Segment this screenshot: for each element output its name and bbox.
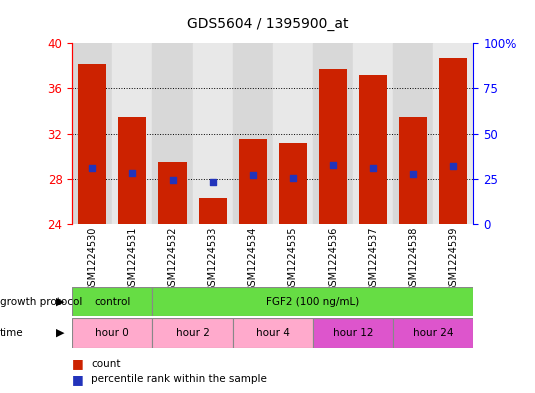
- Text: percentile rank within the sample: percentile rank within the sample: [91, 374, 267, 384]
- Point: [369, 164, 378, 171]
- Bar: [359, 75, 387, 224]
- Bar: [78, 64, 106, 224]
- Text: hour 12: hour 12: [333, 328, 373, 338]
- Point: [209, 179, 217, 185]
- Text: ■: ■: [72, 373, 84, 386]
- Bar: [313, 318, 393, 348]
- Point: [88, 164, 97, 171]
- Bar: [152, 43, 193, 224]
- Text: count: count: [91, 358, 120, 369]
- Text: time: time: [0, 328, 24, 338]
- Text: hour 24: hour 24: [413, 328, 454, 338]
- Bar: [118, 117, 147, 224]
- Point: [449, 163, 458, 169]
- Bar: [193, 43, 233, 224]
- Text: hour 4: hour 4: [256, 328, 290, 338]
- Bar: [239, 139, 267, 224]
- Point: [289, 174, 297, 181]
- Bar: [158, 162, 187, 224]
- Point: [128, 170, 137, 176]
- Text: ▶: ▶: [56, 328, 64, 338]
- Bar: [433, 43, 473, 224]
- Text: hour 2: hour 2: [175, 328, 210, 338]
- Point: [169, 177, 177, 183]
- Bar: [319, 69, 347, 224]
- Bar: [198, 198, 227, 224]
- Bar: [233, 318, 313, 348]
- Text: hour 0: hour 0: [95, 328, 129, 338]
- Bar: [233, 43, 273, 224]
- Bar: [439, 58, 468, 224]
- Point: [328, 162, 338, 168]
- Bar: [152, 318, 233, 348]
- Bar: [72, 43, 112, 224]
- Bar: [72, 318, 152, 348]
- Text: control: control: [94, 297, 131, 307]
- Bar: [399, 117, 427, 224]
- Bar: [112, 43, 152, 224]
- Text: FGF2 (100 ng/mL): FGF2 (100 ng/mL): [266, 297, 360, 307]
- Bar: [152, 287, 473, 316]
- Point: [409, 171, 418, 178]
- Text: ▶: ▶: [56, 297, 64, 307]
- Point: [249, 172, 257, 178]
- Text: GDS5604 / 1395900_at: GDS5604 / 1395900_at: [187, 17, 348, 31]
- Bar: [313, 43, 353, 224]
- Bar: [393, 43, 433, 224]
- Bar: [279, 143, 307, 224]
- Bar: [353, 43, 393, 224]
- Bar: [273, 43, 313, 224]
- Text: growth protocol: growth protocol: [0, 297, 82, 307]
- Bar: [393, 318, 473, 348]
- Text: ■: ■: [72, 357, 84, 370]
- Bar: [72, 287, 152, 316]
